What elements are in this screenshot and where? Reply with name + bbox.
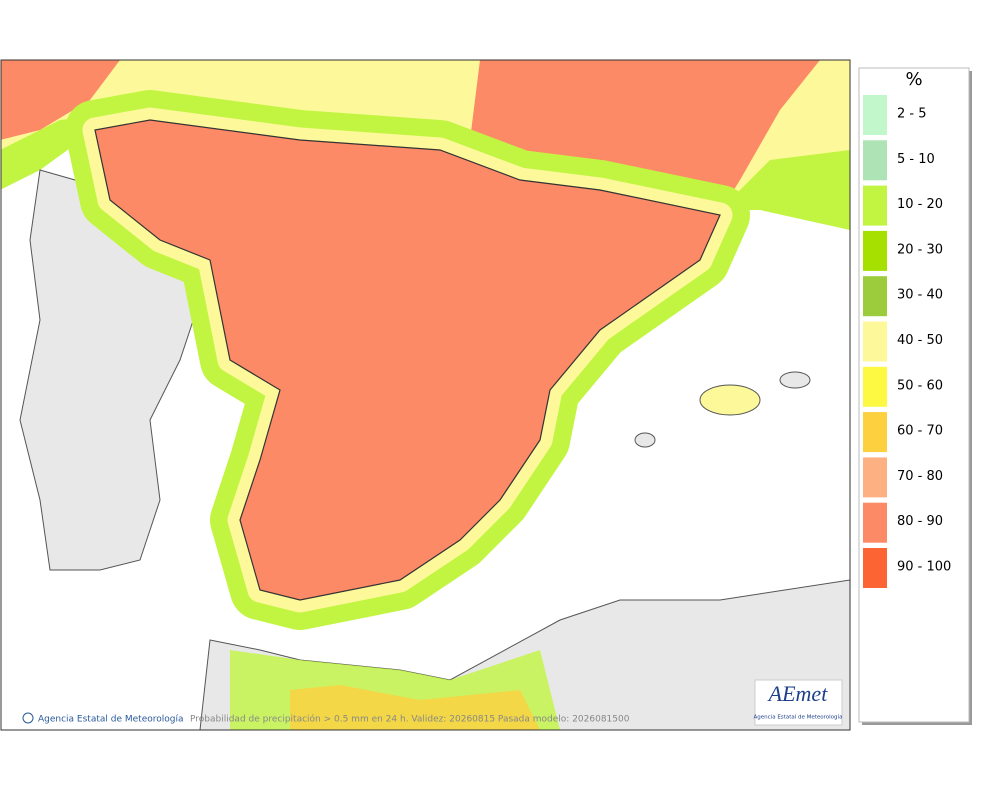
legend-label: 60 - 70 [897,424,943,439]
legend-swatch [863,366,887,407]
legend-swatch [863,502,887,543]
legend-swatch [863,412,887,453]
credit: Agencia Estatal de Meteorología [38,715,184,725]
legend-label: 70 - 80 [897,469,943,484]
logo-box [754,679,843,726]
legend-swatch [863,276,887,317]
legend-label: 90 - 100 [897,560,951,575]
legend-label: 2 - 5 [897,107,927,122]
legend-label: 80 - 90 [897,514,943,529]
legend-label: 5 - 10 [897,152,935,167]
logo-name: AEmet [767,681,829,706]
caption: Probabilidad de precipitación > 0.5 mm e… [190,714,630,725]
map [1,60,850,730]
legend-label: 10 - 20 [897,197,943,212]
legend-swatch [863,321,887,362]
legend-swatch [863,548,887,588]
legend-label: 50 - 60 [897,378,943,393]
legend-swatch [863,185,887,226]
legend-swatch [863,457,887,498]
legend-items: 2 - 5 5 - 10 10 - 20 20 - 30 30 - 40 40 - 50 5… [863,95,951,588]
legend-swatch [863,230,887,271]
legend-title: % [905,69,922,90]
logo-subtitle: Agencia Estatal de Meteorología [754,714,843,721]
legend-swatch [863,95,887,135]
legend-label: 20 - 30 [897,242,943,257]
legend-label: 30 - 40 [897,288,943,303]
legend-label: 40 - 50 [897,333,943,348]
legend-swatch [863,140,887,181]
